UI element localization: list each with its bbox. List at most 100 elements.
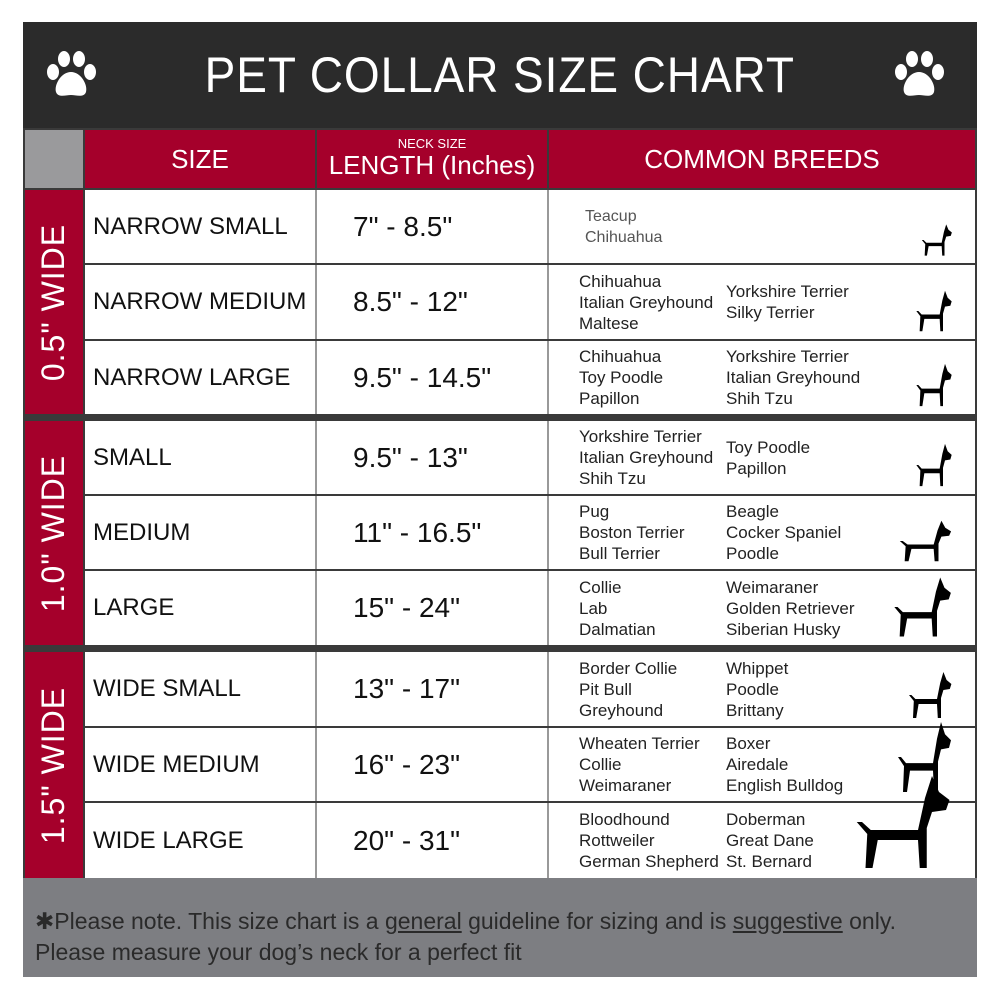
breed-name: Dalmatian [579, 619, 656, 639]
breed-name: Great Dane [726, 831, 814, 850]
divider [547, 728, 549, 801]
breed-name: Rottweiler [579, 831, 655, 850]
paw-icon [895, 51, 944, 96]
yorkie-silhouette-icon [921, 224, 952, 256]
breed-name: Yorkshire Terrier [726, 347, 849, 366]
note-emphasis-general: general [384, 908, 462, 934]
table-row: WIDE MEDIUM 16" - 23" Wheaten Terrier Col… [85, 722, 975, 801]
footer-note: ✱Please note. This size chart is a gener… [23, 878, 977, 977]
breed-name: Doberman [726, 810, 806, 829]
length-header-label: LENGTH (Inches) [328, 149, 536, 180]
breed-name: Maltese [579, 313, 639, 333]
divider [315, 496, 317, 569]
divider [547, 571, 549, 645]
breed-name: Shih Tzu [726, 389, 793, 408]
breed-name: Yorkshire Terrier [579, 427, 702, 446]
breed-name: Weimaraner [726, 577, 819, 597]
breeds-cell: Wheaten Terrier Collie Weimaraner Boxer Aire… [549, 722, 975, 801]
table-row: MEDIUM 11" - 16.5" Pug Boston Terrier Bull… [85, 496, 975, 569]
doberman-silhouette-icon [856, 776, 950, 868]
breed-name: Poodle [726, 679, 779, 699]
table-row: NARROW SMALL 7" - 8.5" Teacup Chihuahua [85, 190, 975, 263]
divider [547, 421, 549, 494]
page-title: PET COLLAR SIZE CHART [204, 47, 796, 103]
table-row: NARROW LARGE 9.5" - 14.5" Chihuahua Toy P… [85, 341, 975, 414]
size-cell: WIDE SMALL [93, 675, 242, 702]
breed-name: English Bulldog [726, 776, 844, 795]
divider [315, 190, 317, 263]
breeds-cell: Yorkshire Terrier Italian Greyhound Shih T… [549, 421, 975, 494]
breed-name: St. Bernard [726, 852, 812, 871]
breed-name: Chihuahua [579, 347, 662, 366]
breed-name: Bloodhound [579, 810, 670, 829]
divider [315, 803, 317, 878]
corner-cell [25, 130, 83, 188]
asterisk: ✱ [35, 908, 55, 934]
table-row: LARGE 15" - 24" Collie Lab Dalmatian Weimar… [85, 571, 975, 645]
breed-name: Airedale [726, 755, 789, 774]
breed-name: Poodle [726, 544, 779, 563]
note-text: Please note. This size chart is a [54, 908, 385, 934]
breed-name: Cocker Spaniel [726, 523, 842, 542]
size-cell: NARROW SMALL [93, 212, 288, 240]
breeds-cell: Bloodhound Rottweiler German Shepherd Dober… [549, 776, 975, 878]
shepherd-silhouette-icon [894, 577, 951, 637]
size-cell: NARROW LARGE [93, 363, 291, 391]
width-group-05: 0.5" WIDE [25, 190, 83, 414]
divider [315, 421, 317, 494]
length-cell: 16" - 23" [353, 748, 461, 780]
breeds-cell: Collie Lab Dalmatian Weimaraner Golden Retri… [549, 571, 975, 645]
breeds-cell: Chihuahua Italian Greyhound Maltese Yorkshi… [549, 265, 975, 339]
breeds-cell: Teacup Chihuahua [549, 190, 975, 263]
pitbull-silhouette-icon [898, 722, 951, 792]
breed-name: Chihuahua [579, 271, 662, 291]
pomeranian-silhouette-icon [916, 443, 952, 487]
breed-name: Wheaten Terrier [579, 734, 700, 753]
table-row: WIDE LARGE 20" - 31" Bloodhound Rottweile… [85, 776, 975, 878]
note-line-2: Please measure your dog’s neck for a per… [35, 939, 522, 965]
size-cell: SMALL [93, 443, 172, 471]
breed-name: Chihuahua [585, 228, 663, 246]
breeds-cell: Pug Boston Terrier Bull Terrier Beagle Cocke… [549, 496, 975, 569]
neck-size-label: NECK SIZE [397, 135, 467, 151]
length-cell: 7" - 8.5" [353, 210, 453, 242]
breed-name: German Shepherd [579, 852, 719, 871]
breed-name: Whippet [726, 658, 789, 678]
breed-name: Shih Tzu [579, 469, 646, 488]
breed-name: Papillon [579, 389, 640, 408]
breed-name: Pit Bull [579, 679, 632, 699]
breeds-cell: Chihuahua Toy Poodle Papillon Yorkshire Ter… [549, 341, 975, 414]
divider [547, 496, 549, 569]
breed-name: Pug [579, 502, 610, 521]
group-label: 1.5" WIDE [35, 686, 72, 844]
length-cell: 15" - 24" [353, 592, 461, 623]
breed-name: Golden Retriever [726, 598, 855, 618]
breed-name: Lab [579, 598, 608, 618]
note-text: only. [842, 908, 897, 934]
width-group-10: 1.0" WIDE [25, 421, 83, 645]
chihuahua-silhouette-icon [916, 290, 952, 332]
breed-name: Papillon [726, 458, 787, 478]
breed-name: Collie [579, 577, 622, 597]
table-row: WIDE SMALL 13" - 17" Border Collie Pit Bu… [85, 652, 975, 726]
divider [547, 341, 549, 414]
breed-name: Toy Poodle [579, 368, 664, 387]
group-label: 0.5" WIDE [35, 223, 72, 381]
breed-name: Boxer [726, 734, 771, 753]
pomeranian-silhouette-icon [916, 363, 952, 407]
divider [547, 652, 549, 726]
divider [547, 803, 549, 878]
breed-name: Border Collie [579, 658, 678, 678]
breeds-cell: Border Collie Pit Bull Greyhound Whippet Poo… [549, 652, 975, 726]
breed-name: Bull Terrier [579, 544, 660, 563]
length-cell: 11" - 16.5" [353, 516, 482, 548]
size-cell: WIDE MEDIUM [93, 750, 260, 778]
breed-name: Italian Greyhound [726, 368, 861, 387]
size-cell: MEDIUM [93, 518, 191, 546]
table-row: NARROW MEDIUM 8.5" - 12" Chihuahua Italia… [85, 265, 975, 339]
chart-header: PET COLLAR SIZE CHART [23, 22, 977, 128]
column-header-size: SIZE [85, 130, 315, 188]
size-cell: NARROW MEDIUM [93, 288, 307, 315]
breed-name: Teacup [585, 207, 637, 225]
breed-name: Siberian Husky [726, 619, 841, 639]
